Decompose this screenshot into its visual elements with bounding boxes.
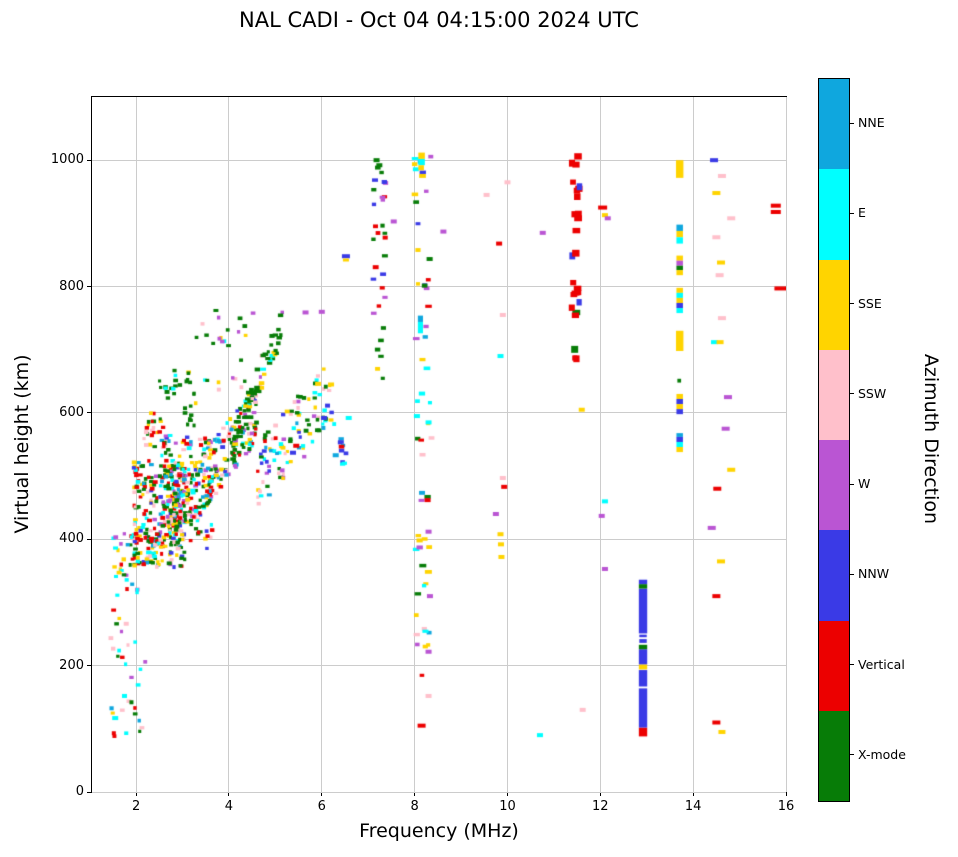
colorbar-tick-label: Vertical [858, 656, 905, 672]
colorbar [818, 78, 850, 802]
colorbar-segment-nnw [819, 530, 849, 621]
colorbar-tick-label: NNW [858, 566, 890, 582]
y-tick [87, 791, 91, 793]
colorbar-segment-vertical [819, 620, 849, 711]
plot-area [91, 96, 787, 793]
y-tick-label: 200 [59, 657, 84, 673]
y-tick-label: 0 [75, 784, 84, 799]
y-tick-label: 1000 [50, 152, 84, 168]
x-tick [692, 792, 694, 796]
colorbar-segment-sse [819, 259, 849, 350]
gridline-x [785, 97, 787, 792]
x-tick-label: 12 [592, 799, 609, 814]
y-tick [87, 412, 91, 414]
x-tick [135, 792, 137, 796]
colorbar-tick [850, 483, 854, 485]
y-tick-label: 600 [59, 404, 84, 420]
colorbar-axis-label: Azimuth Direction [920, 353, 942, 525]
colorbar-tick [850, 122, 854, 124]
colorbar-segment-ssw [819, 349, 849, 440]
colorbar-tick [850, 573, 854, 575]
colorbar-tick-label: NNE [858, 115, 885, 131]
colorbar-segment-xmode [819, 710, 849, 801]
y-tick-label: 800 [59, 278, 84, 294]
x-tick [785, 792, 787, 796]
x-tick-label: 10 [499, 799, 516, 814]
x-tick-label: 14 [684, 799, 702, 814]
colorbar-tick-label: W [858, 476, 871, 492]
x-tick-label: 16 [777, 799, 795, 814]
x-tick [414, 792, 416, 796]
colorbar-tick-label: SSW [858, 385, 887, 401]
x-tick [506, 792, 508, 796]
scatter-canvas [92, 97, 786, 792]
x-tick [228, 792, 230, 796]
x-tick-label: 6 [317, 799, 326, 814]
colorbar-segment-e [819, 169, 849, 260]
y-axis-label: Virtual height (km) [11, 354, 33, 534]
colorbar-tick [850, 303, 854, 305]
x-tick-label: 2 [131, 799, 141, 814]
colorbar-segment-w [819, 440, 849, 531]
x-tick-label: 4 [224, 799, 234, 814]
colorbar-tick [850, 664, 854, 666]
colorbar-tick [850, 212, 854, 214]
x-tick [599, 792, 601, 796]
y-tick [87, 665, 91, 667]
x-tick [321, 792, 323, 796]
colorbar-tick [850, 393, 854, 395]
chart-title: NAL CADI - Oct 04 04:15:00 2024 UTC [239, 8, 639, 32]
y-tick [87, 286, 91, 288]
y-tick [87, 159, 91, 161]
colorbar-tick-label: SSE [858, 295, 882, 311]
colorbar-segment-nne [819, 79, 849, 170]
colorbar-tick [850, 754, 854, 756]
x-tick-label: 8 [410, 799, 419, 814]
colorbar-tick-label: E [858, 205, 866, 221]
colorbar-tick-label: X-mode [858, 746, 906, 762]
y-tick-label: 400 [59, 531, 84, 547]
gridline-y [92, 791, 786, 793]
x-axis-label: Frequency (MHz) [359, 820, 519, 842]
y-tick [87, 538, 91, 540]
